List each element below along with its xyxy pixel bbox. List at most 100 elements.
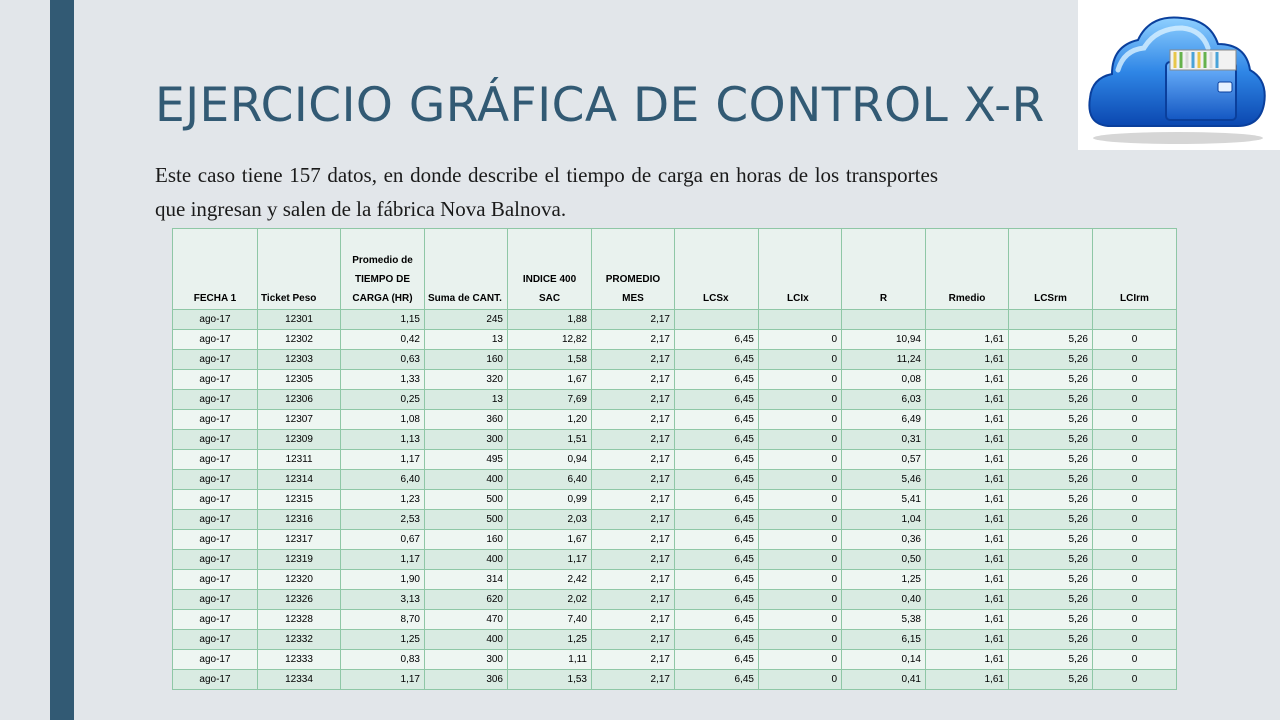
table-cell: 0,41: [841, 669, 926, 690]
table-cell: [1008, 309, 1093, 330]
table-cell: 0: [758, 449, 842, 470]
table-cell: 2,17: [591, 409, 675, 430]
table-cell: 2,17: [591, 309, 675, 330]
table-cell: 1,61: [925, 609, 1009, 630]
table-cell: 6,49: [841, 409, 926, 430]
table-cell: ago-17: [172, 589, 258, 610]
table-cell: 6,45: [674, 589, 759, 610]
table-cell: [1092, 309, 1177, 330]
table-cell: 6,45: [674, 509, 759, 530]
table-cell: 495: [424, 449, 508, 470]
accent-side-bar: [50, 0, 74, 720]
table-cell: 620: [424, 589, 508, 610]
table-cell: 1,11: [507, 649, 592, 670]
table-cell: 12301: [257, 309, 341, 330]
table-cell: 300: [424, 649, 508, 670]
table-cell: 1,25: [507, 629, 592, 650]
table-cell: 1,25: [340, 629, 425, 650]
table-cell: 0: [758, 669, 842, 690]
table-cell: 2,17: [591, 589, 675, 610]
table-cell: 0: [1092, 629, 1177, 650]
table-cell: ago-17: [172, 329, 258, 350]
table-cell: 1,17: [340, 549, 425, 570]
table-cell: 0: [758, 409, 842, 430]
table-cell: 5,26: [1008, 549, 1093, 570]
table-cell: 12303: [257, 349, 341, 370]
table-cell: 0: [1092, 589, 1177, 610]
table-cell: 6,45: [674, 469, 759, 490]
table-cell: 1,67: [507, 529, 592, 550]
table-cell: 0,42: [340, 329, 425, 350]
table-cell: 2,17: [591, 349, 675, 370]
table-cell: 2,17: [591, 449, 675, 470]
table-cell: 1,61: [925, 409, 1009, 430]
table-cell: 12,82: [507, 329, 592, 350]
table-cell: 1,61: [925, 629, 1009, 650]
table-cell: 1,61: [925, 569, 1009, 590]
table-row: ago-17 12309 1,13 300 1,51 2,17 6,45 0 0,31 1,61 5…: [172, 429, 1177, 450]
table-cell: 1,15: [340, 309, 425, 330]
table-cell: 1,90: [340, 569, 425, 590]
table-cell: 0,99: [507, 489, 592, 510]
table-cell: 2,17: [591, 669, 675, 690]
table-cell: 2,03: [507, 509, 592, 530]
table-cell: 1,61: [925, 529, 1009, 550]
table-cell: 0: [1092, 409, 1177, 430]
table-row: ago-17 12320 1,90 314 2,42 2,17 6,45 0 1,25 1,61 5…: [172, 569, 1177, 590]
table-cell: 12314: [257, 469, 341, 490]
table-cell: 0: [758, 649, 842, 670]
table-cell: 1,61: [925, 369, 1009, 390]
table-cell: 2,17: [591, 629, 675, 650]
table-cell: 12320: [257, 569, 341, 590]
table-cell: 0: [758, 489, 842, 510]
header-cell: INDICE 400 SAC: [507, 228, 592, 310]
table-cell: 0,40: [841, 589, 926, 610]
table-row: ago-17 12315 1,23 500 0,99 2,17 6,45 0 5,41 1,61 5…: [172, 489, 1177, 510]
table-cell: 2,02: [507, 589, 592, 610]
table-cell: 6,40: [340, 469, 425, 490]
table-cell: 0: [758, 349, 842, 370]
table-cell: 12334: [257, 669, 341, 690]
table-cell: 1,61: [925, 509, 1009, 530]
table-cell: 5,26: [1008, 489, 1093, 510]
table-cell: 12305: [257, 369, 341, 390]
table-cell: [674, 309, 759, 330]
table-cell: 6,45: [674, 549, 759, 570]
table-cell: 6,45: [674, 489, 759, 510]
table-cell: 500: [424, 509, 508, 530]
table-cell: 2,17: [591, 649, 675, 670]
table-cell: 12311: [257, 449, 341, 470]
table-cell: 2,17: [591, 489, 675, 510]
table-cell: 320: [424, 369, 508, 390]
table-cell: 2,17: [591, 369, 675, 390]
table-cell: 5,26: [1008, 409, 1093, 430]
table-cell: 1,33: [340, 369, 425, 390]
table-cell: ago-17: [172, 549, 258, 570]
table-cell: 1,61: [925, 669, 1009, 690]
table-cell: 2,17: [591, 429, 675, 450]
table-cell: 1,04: [841, 509, 926, 530]
table-cell: 0: [758, 369, 842, 390]
table-cell: 0: [1092, 429, 1177, 450]
table-cell: 5,26: [1008, 369, 1093, 390]
table-cell: 5,41: [841, 489, 926, 510]
table-row: ago-17 12317 0,67 160 1,67 2,17 6,45 0 0,36 1,61 5…: [172, 529, 1177, 550]
table-cell: 6,45: [674, 429, 759, 450]
table-cell: 5,26: [1008, 389, 1093, 410]
table-cell: 0: [758, 629, 842, 650]
table-row: ago-17 12326 3,13 620 2,02 2,17 6,45 0 0,40 1,61 5…: [172, 589, 1177, 610]
table-cell: 12315: [257, 489, 341, 510]
table-cell: 12332: [257, 629, 341, 650]
table-cell: ago-17: [172, 509, 258, 530]
header-cell: PROMEDIO MES: [591, 228, 675, 310]
table-cell: 12307: [257, 409, 341, 430]
table-cell: 1,61: [925, 549, 1009, 570]
table-cell: 12328: [257, 609, 341, 630]
table-cell: 0,63: [340, 349, 425, 370]
table-cell: 1,08: [340, 409, 425, 430]
table-cell: ago-17: [172, 669, 258, 690]
table-cell: 0,57: [841, 449, 926, 470]
table-cell: 1,17: [340, 669, 425, 690]
table-cell: 1,61: [925, 349, 1009, 370]
table-cell: 5,26: [1008, 429, 1093, 450]
